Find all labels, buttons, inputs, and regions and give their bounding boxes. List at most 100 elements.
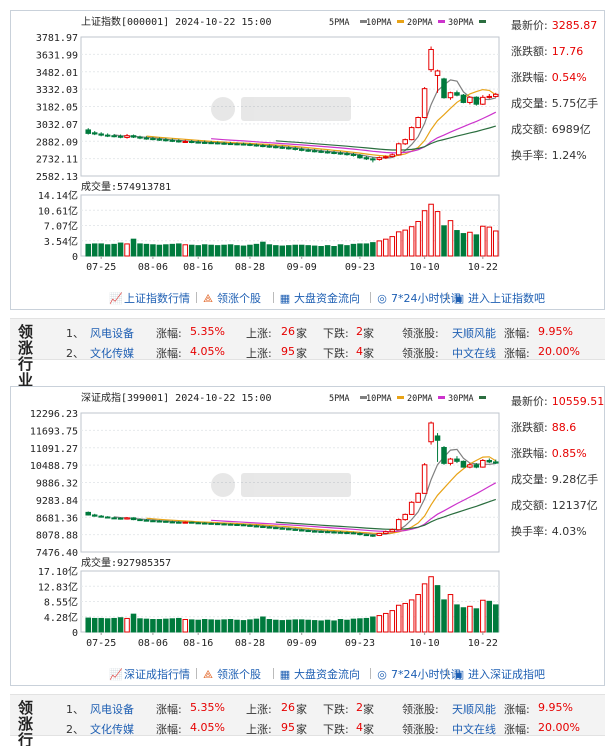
candlestick[interactable] [188,139,195,144]
candlestick[interactable] [324,530,331,534]
candlestick[interactable] [279,527,286,530]
candlestick[interactable] [240,523,247,527]
lead-stock-link[interactable]: 天顺风能 [452,327,496,340]
candlestick[interactable] [337,151,344,155]
toolbar-link[interactable]: 📈深证成指行情 [109,666,190,682]
candlestick[interactable] [182,521,189,524]
candlestick[interactable] [370,157,376,163]
candlestick[interactable] [454,90,460,97]
candlestick[interactable] [240,142,247,146]
lead-stock-link[interactable]: 中文在线 [452,347,496,360]
candlestick[interactable] [137,135,143,140]
toolbar-link[interactable]: ▣ 进入深证成指吧 [453,666,545,682]
candlestick[interactable] [363,155,370,161]
candlestick[interactable] [447,91,454,100]
toolbar-link[interactable]: ◎ 7*24小时快讯 [376,290,461,306]
candlestick[interactable] [460,460,467,468]
candlestick[interactable] [376,532,383,537]
candlestick[interactable] [208,140,214,145]
candlestick[interactable] [85,511,91,516]
candlestick[interactable] [214,141,221,145]
toolbar-link[interactable]: ▣ 进入上证指数吧 [453,290,545,306]
candlestick[interactable] [169,520,176,524]
candlestick[interactable] [447,457,454,466]
candlestick[interactable] [389,528,396,533]
candlestick[interactable] [150,136,156,141]
candlestick[interactable] [208,522,214,525]
candlestick[interactable] [318,149,324,154]
candlestick[interactable] [434,433,441,462]
candlestick[interactable] [221,523,227,526]
candlestick[interactable] [473,463,480,469]
candlestick[interactable] [428,421,434,445]
candlestick[interactable] [428,46,434,72]
candlestick[interactable] [395,142,402,156]
candlestick[interactable] [214,522,221,526]
candlestick[interactable] [305,529,311,533]
candlestick[interactable] [350,531,357,535]
sector-name-link[interactable]: 文化传媒 [90,723,134,736]
candlestick[interactable] [350,152,357,157]
candlestick[interactable] [376,156,383,161]
sector-name-link[interactable]: 文化传媒 [90,347,134,360]
candlestick[interactable] [247,524,253,527]
candlestick[interactable] [292,146,298,151]
candlestick[interactable] [98,514,104,518]
candlestick[interactable] [143,519,150,522]
candlestick[interactable] [195,521,201,525]
candlestick[interactable] [253,143,260,147]
toolbar-link[interactable]: ⟁ 领涨个股 [202,290,261,306]
candlestick[interactable] [363,533,370,537]
candlestick[interactable] [137,518,143,522]
candlestick[interactable] [370,534,376,537]
candlestick[interactable] [286,146,292,150]
candlestick[interactable] [298,147,305,152]
candlestick[interactable] [344,531,350,535]
candlestick[interactable] [480,459,486,468]
candlestick[interactable] [421,87,428,119]
candlestick[interactable] [195,140,201,144]
candlestick[interactable] [331,530,337,534]
candlestick[interactable] [395,518,402,531]
candlestick[interactable] [286,527,292,531]
candlestick[interactable] [467,463,473,469]
candlestick[interactable] [130,517,137,521]
lead-stock-link[interactable]: 天顺风能 [452,703,496,716]
candlestick[interactable] [247,142,253,147]
candlestick[interactable] [234,523,240,526]
candlestick[interactable] [344,151,350,156]
toolbar-link[interactable]: ⟁ 领涨个股 [202,666,261,682]
candlestick[interactable] [182,139,189,143]
candlestick[interactable] [253,524,260,528]
candlestick[interactable] [357,532,363,536]
candlestick[interactable] [441,446,447,465]
candlestick[interactable] [421,463,428,494]
candlestick[interactable] [279,145,286,150]
candlestick[interactable] [298,528,305,532]
kline-chart[interactable]: 上证指数[000001] 2024-10-22 15:00 5PMA 10PMA 20… [11,11,505,283]
lead-stock-link[interactable]: 中文在线 [452,723,496,736]
candlestick[interactable] [383,530,389,535]
candlestick[interactable] [221,141,227,145]
candlestick[interactable] [292,528,298,531]
candlestick[interactable] [337,531,344,534]
candlestick[interactable] [486,458,493,464]
candlestick[interactable] [460,93,467,104]
candlestick[interactable] [176,521,182,524]
candlestick[interactable] [408,501,415,515]
toolbar-link[interactable]: ▦ 大盘资金流向 [279,666,360,682]
candlestick[interactable] [163,138,169,142]
candlestick[interactable] [260,525,266,529]
candlestick[interactable] [124,133,130,139]
candlestick[interactable] [467,96,473,105]
candlestick[interactable] [163,520,169,523]
candlestick[interactable] [331,150,337,155]
candlestick[interactable] [156,519,163,523]
candlestick[interactable] [104,516,111,519]
candlestick[interactable] [117,134,124,139]
candlestick[interactable] [227,142,234,146]
candlestick[interactable] [415,116,421,129]
candlestick[interactable] [266,144,273,148]
toolbar-link[interactable]: ◎ 7*24小时快讯 [376,666,461,682]
candlestick[interactable] [473,96,480,106]
